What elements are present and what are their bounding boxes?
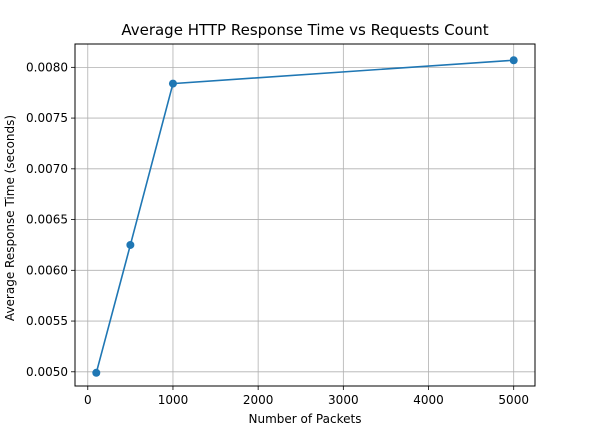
grid-lines <box>75 44 535 386</box>
x-tick-label: 0 <box>84 393 92 407</box>
y-tick-label: 0.0065 <box>26 213 68 227</box>
series-layer <box>92 56 518 377</box>
y-tick-label: 0.0070 <box>26 162 68 176</box>
data-point <box>92 368 101 377</box>
y-axis-label: Average Response Time (seconds) <box>3 115 17 321</box>
chart-title: Average HTTP Response Time vs Requests C… <box>121 21 488 39</box>
data-point <box>126 240 135 249</box>
x-tick-label: 2000 <box>243 393 274 407</box>
y-tick-label: 0.0080 <box>26 60 68 74</box>
x-tick-label: 4000 <box>413 393 444 407</box>
x-tick-label: 5000 <box>498 393 529 407</box>
series-line <box>95 59 514 374</box>
x-tick-label: 3000 <box>328 393 359 407</box>
y-tick-label: 0.0060 <box>26 263 68 277</box>
data-point <box>509 56 518 65</box>
y-tick-label: 0.0075 <box>26 111 68 125</box>
data-point <box>168 79 177 88</box>
y-tick-label: 0.0050 <box>26 365 68 379</box>
axis-ticks: 0 1000 2000 3000 4000 5000 0.0050 0.0055 0.0060 0… <box>26 60 529 407</box>
y-tick-label: 0.0055 <box>26 314 68 328</box>
x-tick-label: 1000 <box>158 393 189 407</box>
plot-frame <box>74 43 536 387</box>
x-axis-label: Number of Packets <box>249 412 362 426</box>
